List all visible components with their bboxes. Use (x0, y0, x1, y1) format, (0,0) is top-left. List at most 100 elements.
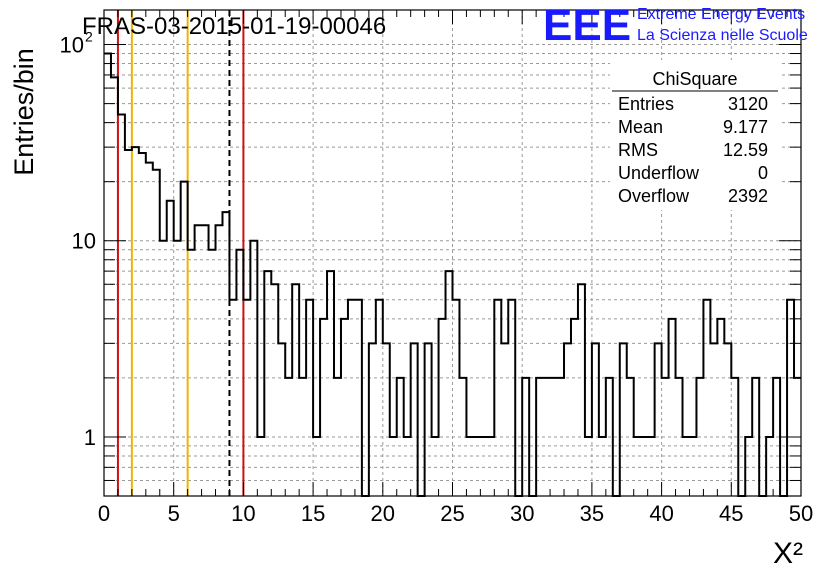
stats-value-mean: 9.177 (723, 117, 768, 137)
histogram-bin (181, 182, 188, 496)
histogram-bin (501, 343, 508, 496)
histogram-bin (222, 212, 229, 496)
histogram-bin (153, 170, 160, 496)
histogram-bin (473, 437, 480, 496)
histogram-bin (334, 378, 341, 496)
histogram-bin (132, 147, 139, 496)
histogram-bin (209, 250, 216, 496)
histogram-bin (320, 319, 327, 496)
histogram-bin (564, 343, 571, 496)
histogram-bin (188, 250, 195, 496)
histogram-bin (306, 300, 313, 496)
histogram-bin (731, 378, 738, 496)
histogram-bin (466, 437, 473, 496)
x-tick-label: 35 (580, 501, 604, 526)
histogram-bin (662, 378, 669, 496)
grid-layer (104, 10, 801, 497)
x-tick-label: 40 (649, 501, 673, 526)
histogram-bin (355, 300, 362, 496)
histogram-bin (118, 115, 125, 496)
histogram-bin (341, 319, 348, 496)
histogram-bin (683, 437, 690, 496)
histogram-bin (195, 225, 202, 496)
histogram-bin (404, 437, 411, 496)
histogram-bin (522, 378, 529, 496)
histogram-bin (648, 437, 655, 496)
logo-line-1: Extreme Energy Events (637, 6, 805, 23)
histogram-bin (578, 284, 585, 496)
eee-logo: EEE (543, 1, 631, 50)
histogram-bin (167, 201, 174, 496)
stats-label-overflow: Overflow (618, 186, 690, 206)
histogram-bin (390, 437, 397, 496)
histogram-bin (264, 271, 271, 496)
stats-label-rms: RMS (618, 140, 658, 160)
histogram-bin (229, 300, 236, 496)
histogram-bin (160, 241, 167, 496)
y-tick-label-exponent: 2 (85, 29, 93, 45)
histogram-bin (397, 378, 404, 496)
stats-label-underflow: Underflow (618, 163, 700, 183)
stats-value-entries: 3120 (728, 94, 768, 114)
stats-value-rms: 12.59 (723, 140, 768, 160)
x-tick-label: 10 (231, 501, 255, 526)
x-tick-label: 0 (98, 501, 110, 526)
histogram-bin (139, 153, 146, 496)
histogram-bin (494, 300, 501, 496)
histogram-bin (696, 378, 703, 496)
histogram-bin (250, 241, 257, 496)
histogram-bin (585, 437, 592, 496)
histogram-bin (508, 300, 515, 496)
stats-box-background (610, 60, 780, 210)
histogram-bin (383, 343, 390, 496)
histogram-bin (787, 300, 794, 496)
histogram-bin (146, 163, 153, 496)
logo-line-2: La Scienza nelle Scuole (637, 27, 808, 44)
stats-title: ChiSquare (652, 69, 737, 89)
x-tick-label: 5 (168, 501, 180, 526)
histogram-bin (766, 437, 773, 496)
y-tick-label: 10 (60, 33, 84, 58)
histogram-bin (641, 437, 648, 496)
histogram-bin (446, 271, 453, 496)
x-tick-label: 50 (789, 501, 813, 526)
histogram-bin (278, 343, 285, 496)
x-tick-label: 45 (719, 501, 743, 526)
histogram-bin (703, 300, 710, 496)
x-axis-title: X² (773, 537, 803, 570)
histogram-bin (257, 437, 264, 496)
histogram-bin (285, 378, 292, 496)
histogram-bin (125, 150, 132, 496)
histogram-bin (689, 437, 696, 496)
histogram-bin (543, 378, 550, 496)
stats-label-mean: Mean (618, 117, 663, 137)
histogram-bin (459, 378, 466, 496)
histogram-bin (411, 343, 418, 496)
histogram-bin (634, 437, 641, 496)
histogram-bin (292, 284, 299, 496)
histogram-bin (271, 284, 278, 496)
histogram-bin (592, 343, 599, 496)
histogram-bin (425, 343, 432, 496)
histogram-bin (369, 343, 376, 496)
run-title: FRAS-03-2015-01-19-00046 (82, 13, 386, 40)
stats-label-entries: Entries (618, 94, 674, 114)
x-tick-label: 30 (510, 501, 534, 526)
y-axis-title: Entries/bin (9, 48, 39, 176)
stats-value-underflow: 0 (758, 163, 768, 183)
histogram-bin (104, 54, 111, 496)
histogram-bin (571, 319, 578, 496)
histogram-bin (745, 437, 752, 496)
histogram-bin (453, 300, 460, 496)
y-tick-label: 1 (84, 425, 96, 450)
histogram-bin (299, 378, 306, 496)
x-tick-label: 20 (371, 501, 395, 526)
histogram-bin (557, 378, 564, 496)
histogram-bin (710, 343, 717, 496)
histogram-layer (104, 52, 801, 497)
histogram-bin (480, 437, 487, 496)
ticks-layer (103, 10, 802, 497)
histogram-bin (752, 378, 759, 496)
histogram-bin (550, 378, 557, 496)
